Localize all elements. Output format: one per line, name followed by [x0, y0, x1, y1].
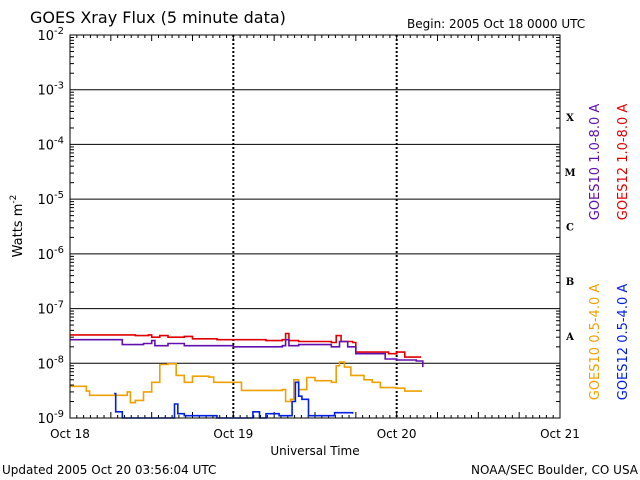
updated-label: Updated 2005 Oct 20 03:56:04 UTC [2, 463, 216, 477]
flare-class-x: X [566, 113, 574, 124]
flare-class-b: B [566, 277, 574, 288]
legend: GOES10 1.0-8.0 A GOES12 1.0-8.0 A GOES10 0… [588, 104, 631, 401]
begin-label: Begin: 2005 Oct 18 0000 UTC [407, 17, 585, 31]
series-line-1 [70, 338, 424, 368]
chart-title: GOES Xray Flux (5 minute data) [30, 8, 286, 27]
y-tick-label: 10-7 [37, 300, 64, 318]
x-tick-label: Oct 20 [377, 427, 417, 441]
plot-frame [69, 34, 561, 419]
legend-entry: GOES10 0.5-4.0 A [588, 284, 603, 401]
flare-class-m: M [564, 168, 575, 179]
flare-class-labels: X M C B A [564, 113, 575, 343]
credit-label: NOAA/SEC Boulder, CO USA [471, 463, 639, 477]
y-axis-ticks: 10-2 10-3 10-4 10-5 10-6 10-7 10-8 10-9 [37, 26, 560, 427]
series-line-2 [70, 361, 422, 404]
grid-layer [70, 35, 560, 418]
y-tick-label: 10-3 [37, 81, 64, 99]
y-tick-label: 10-2 [37, 26, 64, 44]
y-tick-label: 10-6 [37, 245, 64, 263]
y-tick-label: 10-5 [37, 190, 64, 208]
y-tick-label: 10-9 [37, 409, 64, 427]
x-axis-label: Universal Time [270, 444, 359, 458]
y-tick-label: 10-8 [37, 354, 64, 372]
series-layer [70, 332, 424, 419]
legend-entry: GOES12 1.0-8.0 A [616, 104, 631, 221]
x-tick-label: Oct 19 [213, 427, 253, 441]
x-tick-label: Oct 18 [50, 427, 90, 441]
y-tick-label: 10-4 [37, 135, 64, 153]
flare-class-c: C [566, 223, 574, 234]
x-tick-label: Oct 21 [540, 427, 580, 441]
y-axis-label: Watts m-2 [9, 195, 26, 258]
series-line-0 [70, 332, 422, 358]
legend-entry: GOES12 0.5-4.0 A [616, 284, 631, 401]
flare-class-a: A [565, 332, 574, 343]
legend-entry: GOES10 1.0-8.0 A [588, 104, 603, 221]
